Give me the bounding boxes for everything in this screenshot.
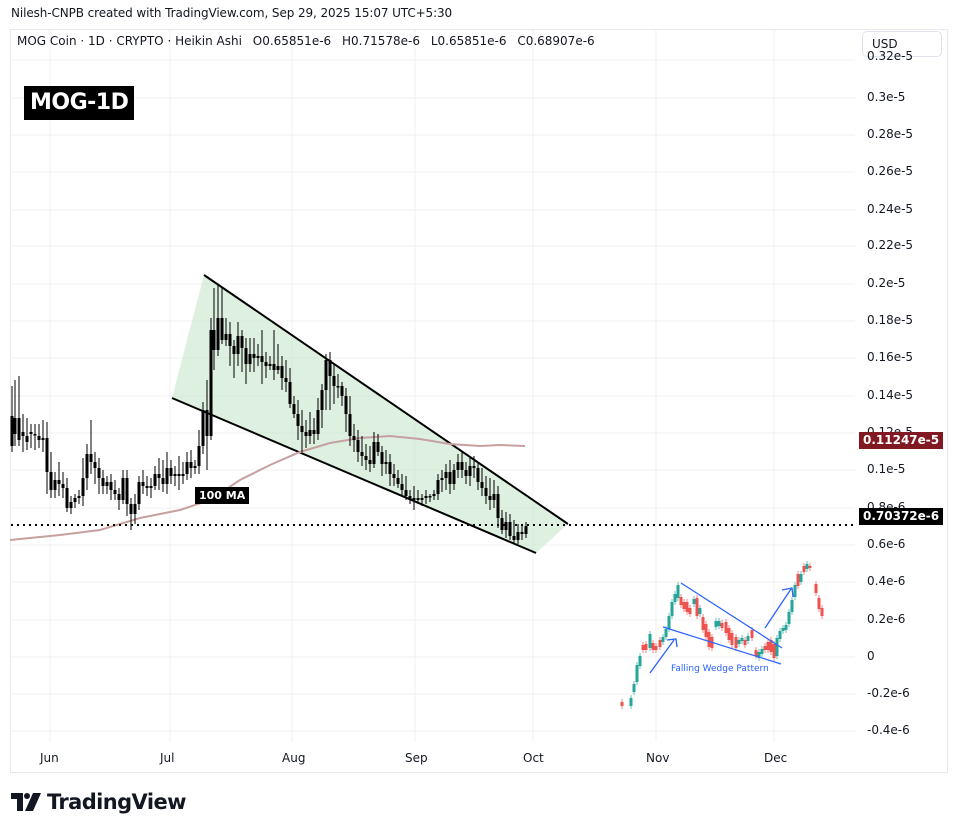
time-axis-label: Sep: [405, 751, 428, 765]
price-axis-label: 0.26e-5: [867, 164, 914, 178]
price-axis-label: 0.14e-5: [867, 388, 914, 402]
ticker-badge: MOG-1D: [24, 86, 135, 120]
ma-label: 100 MA: [195, 487, 250, 504]
legend-symbol: MOG Coin · 1D · CRYPTO · Heikin Ashi: [17, 34, 242, 48]
price-axis-label: 0.18e-5: [867, 313, 914, 327]
price-axis-label: 0.4e-6: [867, 574, 906, 588]
legend-open: O0.65851e-6: [252, 34, 332, 48]
price-axis-label: 0.24e-5: [867, 202, 914, 216]
price-axis-label: -0.2e-6: [867, 686, 910, 700]
time-axis-label: Jul: [160, 751, 175, 765]
price-axis-label: 0.16e-5: [867, 350, 914, 364]
price-axis-label: -0.4e-6: [867, 723, 910, 737]
falling-wedge-pattern: [171, 274, 569, 554]
chart-frame: [10, 29, 948, 773]
price-axis-label: 0.2e-6: [867, 612, 906, 626]
legend-low: L0.65851e-6: [430, 34, 507, 48]
price-axis-label: 0.22e-5: [867, 238, 914, 252]
tradingview-wordmark: TradingView: [47, 790, 186, 814]
time-axis-label: Aug: [282, 751, 306, 765]
symbol-legend: MOG Coin · 1D · CRYPTO · Heikin Ashi O0.…: [17, 34, 602, 48]
price-axis-label: 0.6e-6: [867, 537, 906, 551]
tradingview-logo[interactable]: TradingView: [11, 790, 186, 814]
price-axis-label: 0.32e-5: [867, 49, 914, 63]
time-axis-label: Jun: [40, 751, 59, 765]
time-axis-label: Oct: [523, 751, 544, 765]
last-price-tag: 0.70372e-6: [859, 508, 944, 525]
currency-button[interactable]: USD: [862, 31, 942, 57]
price-axis-label: 0.2e-5: [867, 276, 906, 290]
time-axis-label: Nov: [646, 751, 670, 765]
candlesticks: [10, 284, 528, 544]
attribution-text: Nilesh-CNPB created with TradingView.com…: [11, 6, 453, 20]
inset-caption: Falling Wedge Pattern: [671, 664, 769, 674]
time-axis-label: Dec: [764, 751, 788, 765]
ma-value-tag: 0.11247e-5: [859, 432, 944, 449]
inset-falling-wedge-example: [620, 561, 824, 709]
price-axis-label: 0.3e-5: [867, 90, 906, 104]
price-axis-label: 0.1e-5: [867, 462, 906, 476]
ma-100-line: [9, 434, 526, 541]
legend-close: C0.68907e-6: [517, 34, 595, 48]
legend-high: H0.71578e-6: [342, 34, 420, 48]
price-axis-label: 0.28e-5: [867, 127, 914, 141]
tradingview-logo-icon: [11, 793, 41, 811]
price-axis-label: 0: [867, 649, 875, 663]
